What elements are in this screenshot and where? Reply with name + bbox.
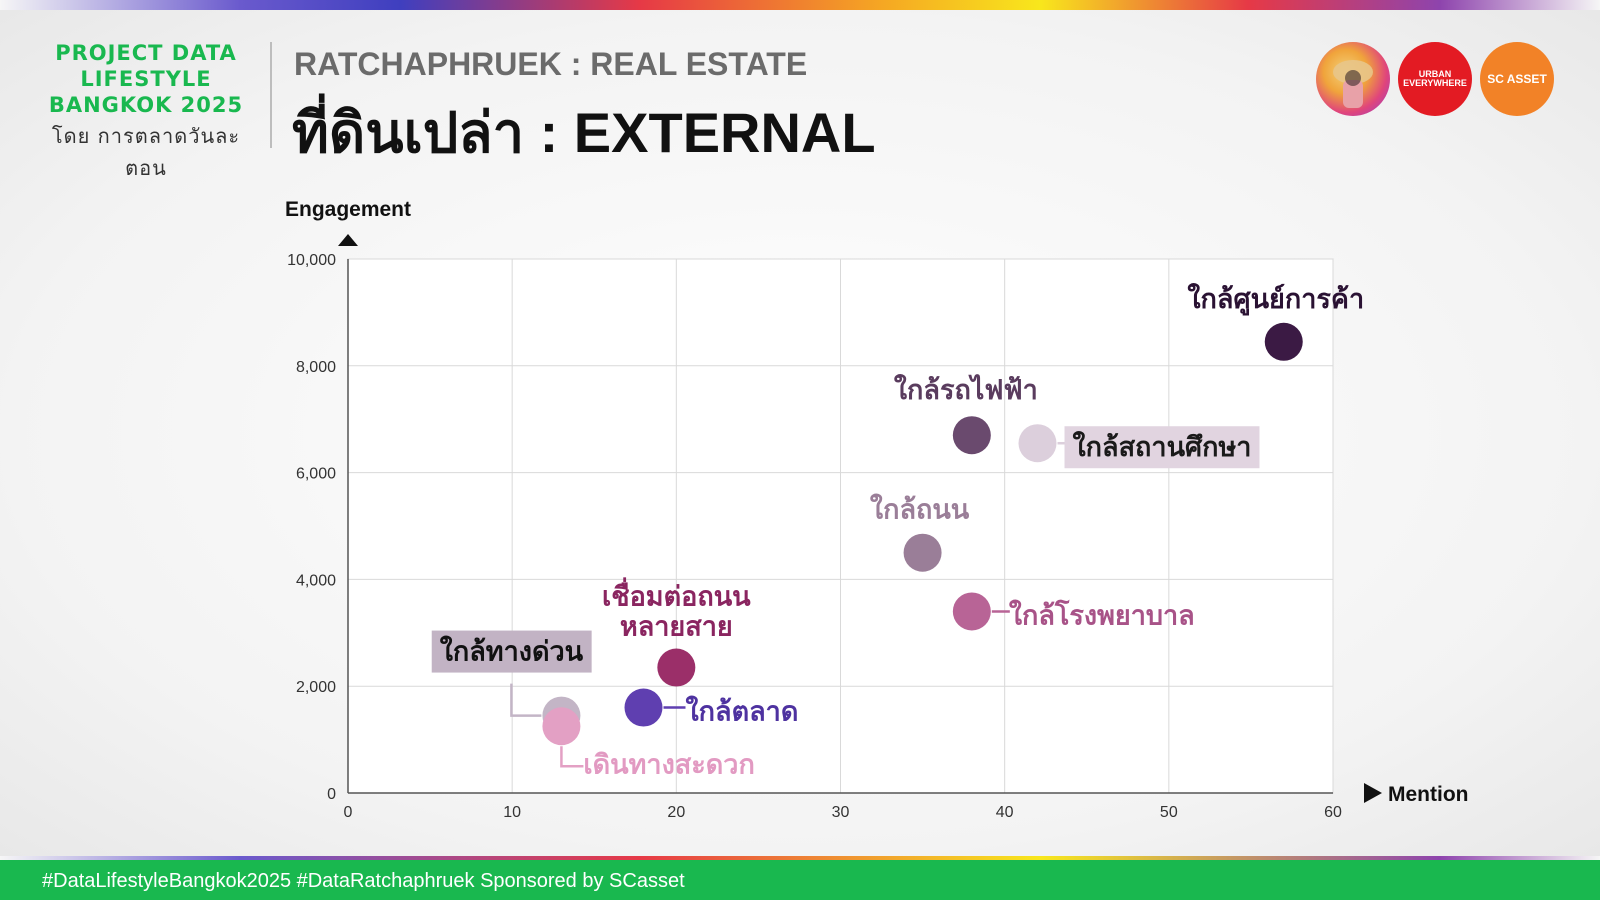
point-label-line: เชื่อมต่อถนน [602, 577, 751, 613]
brand-block: PROJECT DATA LIFESTYLE BANGKOK 2025 โดย … [36, 40, 256, 184]
point-label-line: หลายสาย [620, 612, 733, 643]
point-label: เดินทางสะดวก [583, 749, 754, 780]
data-point [952, 592, 991, 631]
point-label: ใกล้สถานศึกษา [1073, 431, 1252, 463]
brand-byline: โดย การตลาดวันละตอน [51, 124, 241, 180]
scatter-chart: Engagement Mention 0 10 20 30 40 50 60 0 2,000 4,… [285, 198, 1469, 821]
y-axis-arrow-icon [338, 234, 358, 246]
y-tick-label: 8,000 [296, 359, 336, 376]
data-point [657, 648, 696, 687]
data-point [624, 688, 663, 727]
x-tick-label: 10 [503, 804, 521, 821]
y-tick-label: 2,000 [296, 679, 336, 696]
data-point [952, 416, 991, 455]
y-tick-label: 0 [327, 786, 336, 803]
data-point [903, 533, 942, 572]
y-axis-label: Engagement [285, 198, 411, 221]
mascot-icon [1333, 60, 1373, 108]
x-tick-label: 60 [1324, 804, 1342, 821]
label-connector [560, 746, 584, 768]
point-label: ใกล้ถนน [870, 494, 970, 526]
brand-line-3: BANGKOK 2025 [48, 93, 244, 117]
x-axis-label: Mention [1388, 783, 1468, 806]
point-label-background [431, 630, 592, 673]
x-tick-label: 30 [832, 804, 850, 821]
label-connector [510, 683, 542, 717]
point-label: ใกล้ทางด่วน [440, 636, 584, 668]
brand-line-2: LIFESTYLE [80, 67, 212, 91]
page-subtitle: RATCHAPHRUEK : REAL ESTATE [294, 46, 808, 82]
footer-bar [0, 860, 1600, 900]
point-label: ใกล้ตลาด [686, 696, 799, 728]
page-title: ที่ดินเปล่า : EXTERNAL [292, 101, 876, 164]
header-divider [270, 42, 272, 148]
sc-asset-logo: SC ASSET [1480, 42, 1554, 116]
data-point [1264, 322, 1303, 361]
project-mascot-logo [1316, 42, 1390, 116]
data-point [1018, 424, 1057, 463]
footer-gradient-line [0, 856, 1600, 860]
urban-everywhere-logo: URBAN EVERYWHERE [1398, 42, 1472, 116]
x-tick-label: 20 [667, 804, 685, 821]
y-tick-label: 4,000 [296, 572, 336, 589]
point-label-background [1064, 426, 1260, 469]
footer-hashtags: #DataLifestyleBangkok2025 #DataRatchaphr… [42, 870, 685, 892]
x-tick-label: 50 [1160, 804, 1178, 821]
x-tick-label: 40 [996, 804, 1014, 821]
brand-line-1: PROJECT DATA [55, 41, 237, 65]
top-gradient-bar [0, 0, 1600, 10]
x-tick-label: 0 [344, 804, 353, 821]
point-label: ใกล้ศูนย์การค้า [1187, 283, 1364, 316]
data-point [542, 707, 581, 746]
point-label: ใกล้โรงพยาบาล [1009, 598, 1195, 631]
x-axis-arrow-icon [1364, 783, 1382, 803]
point-label: ใกล้รถไฟฟ้า [894, 374, 1038, 406]
y-tick-label: 6,000 [296, 466, 336, 483]
y-tick-label: 10,000 [287, 252, 336, 269]
point-label: เชื่อมต่อถนนหลายสาย [602, 577, 751, 643]
